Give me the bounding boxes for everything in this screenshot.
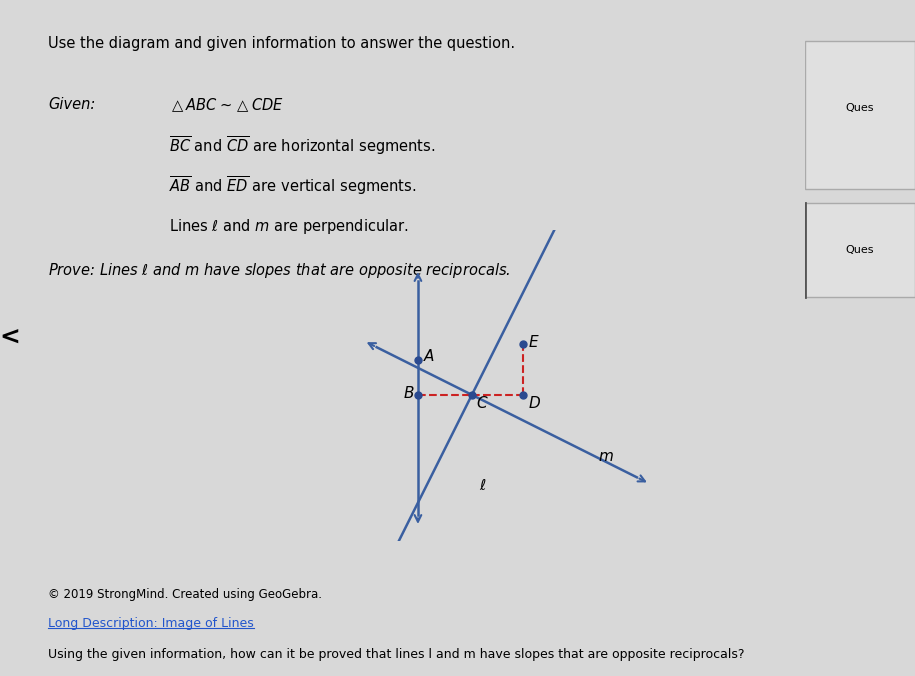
Text: ℓ: ℓ (479, 478, 486, 493)
Text: © 2019 StrongMind. Created using GeoGebra.: © 2019 StrongMind. Created using GeoGebr… (48, 588, 322, 602)
Text: D: D (529, 396, 541, 411)
Text: Ques: Ques (845, 245, 875, 255)
Text: Prove: Lines ℓ and $\mathit{m}$ have slopes that are opposite reciprocals.: Prove: Lines ℓ and $\mathit{m}$ have slo… (48, 261, 511, 280)
Text: $\triangle ABC \sim \triangle CDE$: $\triangle ABC \sim \triangle CDE$ (169, 96, 284, 114)
Text: $\overline{BC}$ and $\overline{CD}$ are horizontal segments.: $\overline{BC}$ and $\overline{CD}$ are … (169, 134, 436, 157)
Text: A: A (424, 349, 434, 364)
Text: E: E (529, 335, 539, 349)
Text: Lines ℓ and $\mathit{m}$ are perpendicular.: Lines ℓ and $\mathit{m}$ are perpendicul… (169, 217, 409, 236)
Text: $\overline{AB}$ and $\overline{ED}$ are vertical segments.: $\overline{AB}$ and $\overline{ED}$ are … (169, 174, 416, 197)
Text: C: C (477, 396, 487, 411)
Text: Using the given information, how can it be proved that lines l and m have slopes: Using the given information, how can it … (48, 648, 745, 661)
Text: m: m (598, 450, 614, 464)
Text: Use the diagram and given information to answer the question.: Use the diagram and given information to… (48, 37, 515, 51)
Text: Ques: Ques (845, 103, 875, 113)
Text: <: < (0, 326, 20, 350)
Text: B: B (404, 386, 414, 401)
Bar (805, 203, 915, 297)
Text: Given:: Given: (48, 97, 95, 112)
Text: Long Description: Image of Lines: Long Description: Image of Lines (48, 617, 254, 630)
Bar (805, 41, 915, 189)
